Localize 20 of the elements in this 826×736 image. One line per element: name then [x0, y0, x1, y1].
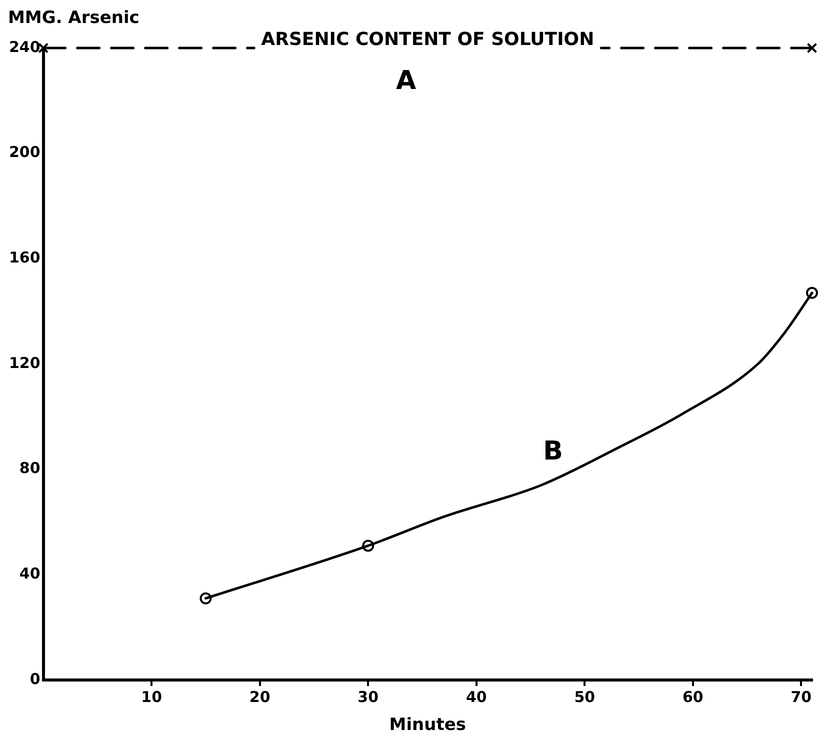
x-tick-label: 30 — [358, 688, 379, 706]
y-axis-title: MMG. Arsenic — [8, 8, 140, 28]
x-tick-label: 10 — [141, 688, 162, 706]
y-tick-label: 80 — [19, 459, 40, 478]
y-tick-label: 40 — [19, 564, 40, 583]
x-axis-title: Minutes — [389, 714, 466, 735]
series-label: A — [396, 66, 416, 96]
y-tick-label: 0 — [30, 670, 40, 688]
series-label: B — [543, 436, 563, 466]
x-tick-label: 40 — [466, 688, 487, 706]
y-tick-label: 120 — [9, 354, 40, 372]
y-tick-label: 160 — [9, 248, 40, 267]
x-tick-label: 20 — [249, 688, 270, 706]
x-tick-label: 50 — [574, 688, 596, 706]
y-tick-label: 240 — [9, 38, 40, 56]
y-tick-label: 200 — [9, 143, 40, 162]
x-tick-label: 60 — [682, 688, 704, 706]
x-tick-label: 70 — [790, 688, 812, 706]
point — [806, 42, 818, 54]
annotation: ARSENIC CONTENT OF SOLUTION — [261, 29, 594, 50]
